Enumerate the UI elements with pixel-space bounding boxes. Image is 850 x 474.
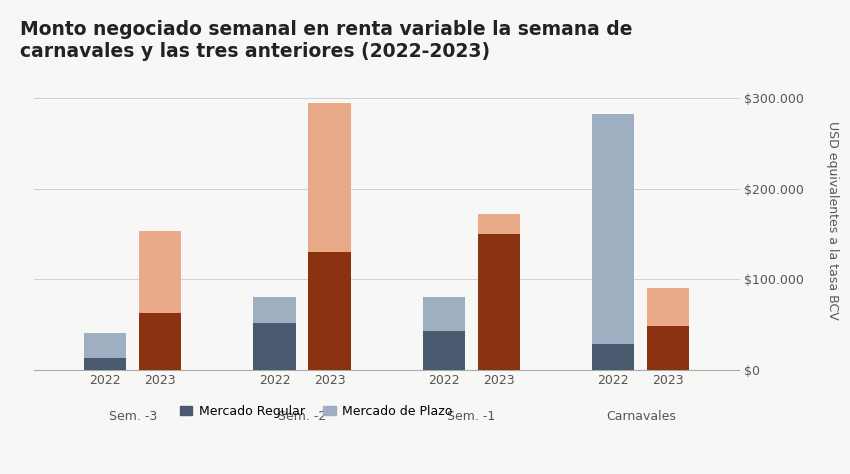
Bar xyxy=(84,333,127,358)
Bar xyxy=(139,231,181,313)
Text: Sem. -3: Sem. -3 xyxy=(109,410,157,422)
Bar xyxy=(139,313,181,370)
Bar xyxy=(647,326,689,370)
Bar xyxy=(422,297,465,331)
Y-axis label: USD equivalentes a la tasa BCV: USD equivalentes a la tasa BCV xyxy=(826,121,840,320)
Bar xyxy=(478,234,520,370)
Bar xyxy=(647,288,689,326)
Text: Sem. -1: Sem. -1 xyxy=(447,410,496,422)
Bar xyxy=(592,114,634,345)
Bar xyxy=(253,323,296,370)
Text: Carnavales: Carnavales xyxy=(606,410,676,422)
Text: Monto negociado semanal en renta variable la semana de
carnavales y las tres ant: Monto negociado semanal en renta variabl… xyxy=(20,20,632,61)
Bar xyxy=(309,252,351,370)
Bar xyxy=(309,103,351,252)
Bar xyxy=(478,214,520,234)
Legend: Mercado Regular, Mercado de Plazo: Mercado Regular, Mercado de Plazo xyxy=(175,400,457,423)
Bar xyxy=(422,331,465,370)
Bar xyxy=(253,297,296,323)
Bar xyxy=(592,345,634,370)
Text: Sem. -2: Sem. -2 xyxy=(278,410,326,422)
Bar xyxy=(84,358,127,370)
